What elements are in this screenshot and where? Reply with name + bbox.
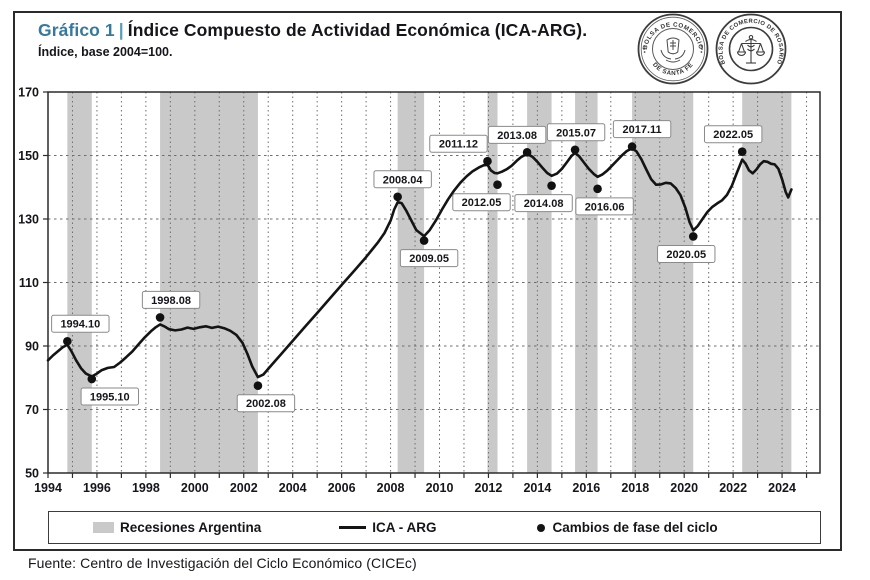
marker-label-box: [236, 394, 296, 413]
marker-label-box: [80, 387, 139, 406]
y-tick-label: 70: [25, 403, 39, 417]
marker-label-text: 1994.10: [60, 319, 100, 331]
title-graphic-label: Gráfico 1: [38, 20, 115, 40]
chart-subtitle: Índice, base 2004=100.: [38, 45, 173, 59]
seal-inner-ring: [728, 26, 774, 72]
cycle-phase-dot: [483, 156, 492, 166]
x-tick-label: 2018: [621, 481, 649, 495]
legend-label: Recesiones Argentina: [120, 520, 262, 535]
cycle-phase-dot: [737, 147, 747, 156]
seal-inner-ring: [652, 28, 694, 70]
x-tick-label: 2012: [475, 481, 503, 495]
marker-label-box: [657, 244, 716, 263]
cycle-phase-dot: [155, 313, 165, 322]
marker-label-text: 2022.05: [713, 129, 753, 141]
line-swatch: [339, 526, 367, 529]
title-separator: |: [118, 20, 124, 40]
marker-label-box: [429, 134, 488, 153]
page-title: Gráfico 1 | Índice Compuesto de Actividad …: [38, 20, 587, 41]
x-tick-label: 1996: [83, 481, 111, 495]
cycle-phase-dot: [253, 381, 263, 390]
marker-label-box: [546, 123, 606, 142]
y-tick-label: 110: [19, 276, 39, 290]
marker-label-box: [487, 125, 547, 144]
x-tick-label: 1998: [132, 481, 160, 495]
x-tick-label: 2006: [328, 481, 356, 495]
chart-header: Gráfico 1 | Índice Compuesto de Actividad …: [38, 20, 587, 59]
cycle-phase-dot: [87, 374, 97, 384]
x-tick-label: 2024: [768, 481, 796, 495]
x-tick-label: 2020: [670, 481, 698, 495]
cycle-phase-dot: [493, 180, 502, 190]
recession-band-swatch: [93, 522, 114, 533]
marker-label-box: [141, 290, 201, 309]
seal-side-dots: [643, 45, 703, 53]
marker-label-box: [575, 197, 634, 216]
x-tick-label: 2022: [719, 481, 747, 495]
marker-label-box: [51, 314, 110, 333]
x-tick-label: 1994: [34, 481, 62, 495]
marker-label-box: [703, 125, 763, 144]
rosario-caduceus-scales: [736, 34, 766, 64]
marker-label-text: 2014.08: [524, 198, 564, 210]
santa-fe-crest: [660, 37, 686, 63]
marker-label-box: [452, 193, 511, 212]
marker-label-box: [514, 194, 573, 213]
legend-label: Cambios de fase del ciclo: [552, 520, 718, 535]
rosario-seal-logo: BOLSA DE COMERCIO DE ROSARIO: [715, 13, 787, 85]
y-tick-label: 50: [25, 467, 39, 481]
dot-swatch: [536, 523, 545, 532]
x-tick-label: 2014: [523, 481, 551, 495]
x-tick-label: 2010: [426, 481, 454, 495]
marker-label-text: 2008.04: [383, 174, 424, 186]
marker-label-text: 2012.05: [462, 197, 502, 209]
marker-label-text: 2017.11: [622, 124, 661, 136]
x-tick-label: 2016: [572, 481, 600, 495]
source-note: Fuente: Centro de Investigación del Cicl…: [28, 555, 417, 571]
marker-label-text: 2002.08: [246, 398, 286, 410]
x-tick-label: 2008: [377, 481, 405, 495]
cycle-phase-dot: [522, 148, 532, 157]
marker-label-text: 2013.08: [497, 130, 537, 142]
marker-label-text: 2015.07: [556, 127, 596, 139]
x-tick-label: 2000: [181, 481, 209, 495]
marker-label-box: [373, 170, 432, 189]
cycle-phase-dot: [393, 192, 402, 202]
legend-item-ica-line: ICA - ARG: [339, 520, 437, 535]
santa-fe-seal-logo: BOLSA DE COMERCIO DE SANTA FE: [637, 13, 709, 85]
figure-frame: [13, 11, 842, 551]
cycle-phase-dot: [570, 145, 580, 155]
marker-label-box: [612, 120, 672, 139]
legend-label: ICA - ARG: [372, 520, 437, 535]
cycle-phase-dot: [593, 184, 602, 194]
chart-legend: Recesiones Argentina ICA - ARG Cambios d…: [48, 511, 821, 544]
cycle-phase-dot: [63, 336, 72, 346]
marker-label-text: 2009.05: [409, 253, 449, 265]
legend-item-recessions: Recesiones Argentina: [93, 520, 261, 535]
y-tick-label: 130: [18, 213, 39, 227]
recession-band: [742, 92, 792, 473]
y-tick-label: 170: [18, 86, 39, 100]
marker-label-text: 1998.08: [151, 295, 191, 307]
marker-label-text: 2011.12: [439, 139, 478, 151]
cycle-phase-dot: [688, 232, 698, 241]
marker-label-text: 2016.06: [585, 201, 625, 213]
marker-label-box: [399, 249, 459, 268]
cycle-phase-dot: [419, 236, 429, 245]
x-tick-label: 2004: [279, 481, 307, 495]
y-tick-label: 150: [18, 149, 39, 163]
legend-item-phase-changes: Cambios de fase del ciclo: [536, 520, 718, 535]
cycle-phase-dot: [547, 181, 556, 190]
x-tick-label: 2002: [230, 481, 258, 495]
y-tick-label: 90: [25, 340, 39, 354]
cycle-phase-dot: [627, 142, 637, 151]
ica-arg-line: [46, 146, 793, 379]
marker-label-text: 1995.10: [90, 392, 130, 404]
marker-label-text: 2020.05: [666, 249, 706, 261]
title-text: Índice Compuesto de Actividad Económica …: [127, 20, 588, 40]
